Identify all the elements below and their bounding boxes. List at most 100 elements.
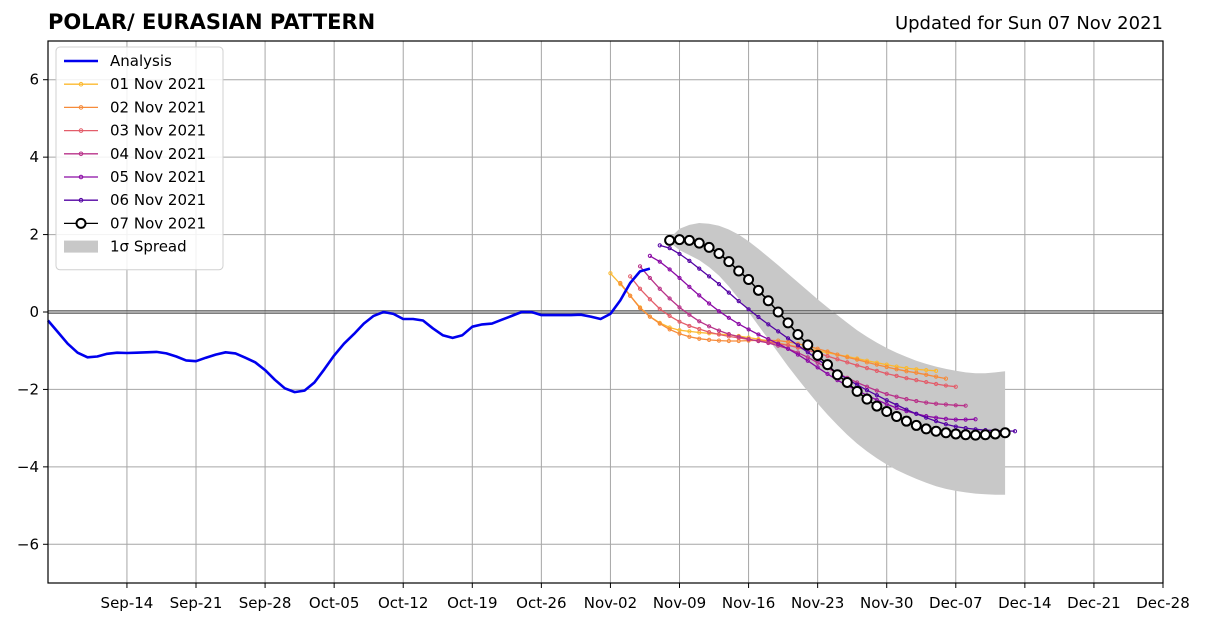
forecast-point xyxy=(785,346,791,351)
series-lines xyxy=(47,234,1018,441)
forecast-point xyxy=(687,334,692,339)
forecast-point xyxy=(674,234,686,246)
forecast-point xyxy=(667,267,672,272)
forecast-point xyxy=(884,402,889,407)
forecast-point xyxy=(683,234,695,246)
legend-entry: 03 Nov 2021 xyxy=(64,122,206,140)
legend-label: 03 Nov 2021 xyxy=(110,122,206,140)
y-tick-label: −2 xyxy=(17,380,39,398)
forecast-point xyxy=(746,307,751,312)
forecast-point xyxy=(933,401,939,406)
legend-entry: 05 Nov 2021 xyxy=(64,168,206,186)
forecast-point xyxy=(687,258,692,263)
forecast-point xyxy=(637,306,643,311)
forecast-point xyxy=(914,378,919,383)
forecast-point xyxy=(815,365,820,370)
forecast-point xyxy=(716,309,722,314)
legend-label: 05 Nov 2021 xyxy=(110,168,206,186)
forecast-point xyxy=(657,259,662,264)
forecast-point xyxy=(726,331,731,337)
forecast-point xyxy=(723,256,735,268)
forecast-point xyxy=(736,334,741,339)
forecast-point xyxy=(871,400,883,412)
forecast-point xyxy=(697,336,702,341)
forecast-point xyxy=(914,370,919,375)
x-tick-label: Nov-30 xyxy=(860,594,913,612)
forecast-point xyxy=(756,332,761,337)
legend-entry: Analysis xyxy=(64,52,172,70)
forecast-point xyxy=(920,423,932,435)
forecast-point xyxy=(746,327,751,332)
x-tick-label: Dec-28 xyxy=(1136,594,1190,612)
legend-entry: 04 Nov 2021 xyxy=(64,145,206,163)
forecast-point xyxy=(776,341,781,346)
forecast-point xyxy=(707,324,712,329)
legend-marker xyxy=(78,197,84,203)
legend-box xyxy=(55,46,224,271)
forecast-point xyxy=(904,376,909,381)
forecast-point xyxy=(933,368,939,373)
forecast-point xyxy=(687,284,692,289)
forecast-point xyxy=(884,362,889,367)
forecast-point xyxy=(861,393,873,405)
forecast-point xyxy=(933,419,939,424)
forecast-point xyxy=(687,323,692,329)
x-tick-label: Nov-16 xyxy=(722,594,775,612)
forecast-point xyxy=(924,415,929,420)
forecast-point xyxy=(812,349,824,361)
forecast-point xyxy=(841,376,853,388)
forecast-point xyxy=(924,379,929,385)
forecast-point xyxy=(667,327,672,332)
forecast-point xyxy=(953,403,958,408)
x-tick-label: Dec-21 xyxy=(1067,594,1121,612)
forecast-point xyxy=(726,315,731,320)
forecast-point xyxy=(933,381,939,387)
forecast-point xyxy=(776,329,781,334)
x-tick-label: Oct-19 xyxy=(447,594,497,612)
forecast-point xyxy=(973,417,978,422)
chart-title: POLAR/ EURASIAN PATTERN xyxy=(48,10,375,34)
forecast-point xyxy=(703,241,715,253)
forecast-point xyxy=(657,306,662,312)
forecast-point xyxy=(933,374,939,379)
forecast-point xyxy=(979,429,991,441)
forecast-point xyxy=(894,402,899,408)
x-tick-label: Sep-21 xyxy=(170,594,223,612)
forecast-point xyxy=(904,397,909,402)
forecast-point xyxy=(1012,429,1018,434)
forecast-point xyxy=(855,357,860,362)
x-tick-label: Nov-09 xyxy=(653,594,706,612)
forecast-point xyxy=(657,286,662,291)
forecast-point xyxy=(904,407,909,412)
forecast-series xyxy=(618,280,949,381)
forecast-point xyxy=(943,383,949,388)
forecast-point xyxy=(953,384,958,389)
forecast-point xyxy=(647,275,653,281)
legend-label: 07 Nov 2021 xyxy=(110,214,206,232)
forecast-series xyxy=(637,264,968,408)
legend-entry: 07 Nov 2021 xyxy=(64,214,206,232)
legend-entry: 02 Nov 2021 xyxy=(64,98,206,116)
x-tick-label: Oct-12 xyxy=(378,594,428,612)
forecast-point xyxy=(845,355,850,360)
forecast-point xyxy=(805,358,810,363)
forecast-point xyxy=(667,296,672,301)
forecast-point xyxy=(943,376,949,381)
forecast-point xyxy=(914,398,919,404)
forecast-point xyxy=(716,332,722,337)
forecast-point xyxy=(707,337,712,342)
forecast-point xyxy=(733,265,745,277)
forecast-point xyxy=(864,388,870,393)
legend-entry: 1σ Spread xyxy=(64,238,187,256)
forecast-point xyxy=(864,366,870,371)
forecast-point xyxy=(667,313,672,318)
legend-label: 06 Nov 2021 xyxy=(110,191,206,209)
forecast-line xyxy=(649,255,976,421)
forecast-point xyxy=(894,373,899,378)
legend-marker xyxy=(75,217,87,229)
forecast-point xyxy=(785,336,791,341)
forecast-point xyxy=(743,273,755,285)
forecast-point xyxy=(766,340,771,346)
zero-line xyxy=(48,310,1163,314)
